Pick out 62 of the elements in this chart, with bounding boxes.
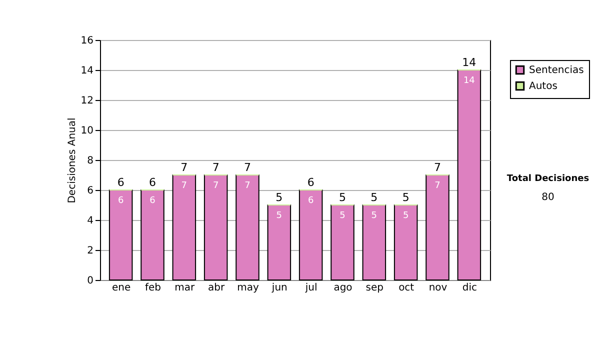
x-tick-label: oct: [398, 282, 414, 294]
y-axis-title: Decisiones Anual: [66, 118, 78, 204]
data-label: 6: [308, 196, 314, 206]
total-label: 6: [307, 176, 314, 189]
y-tick-label: 0: [87, 276, 94, 286]
total-label: 7: [244, 161, 251, 174]
data-label: 6: [118, 196, 124, 206]
y-tick-label: 10: [80, 126, 94, 136]
bar: [394, 204, 418, 280]
x-tick-label: may: [237, 282, 259, 294]
bar: [457, 70, 482, 280]
x-tick-label: nov: [428, 282, 448, 294]
y-tick-label: 4: [87, 216, 94, 226]
bar: [108, 190, 133, 280]
y-tick-label: 16: [80, 36, 94, 46]
data-label: 7: [244, 181, 250, 191]
total-label: 5: [276, 191, 283, 204]
data-label: 14: [463, 76, 476, 86]
data-label: 7: [212, 181, 219, 191]
y-tick-label: 6: [87, 186, 94, 196]
bar: [362, 204, 386, 280]
bar: [267, 204, 292, 280]
total-label: 5: [339, 191, 346, 204]
data-label: 5: [402, 211, 409, 221]
data-label: 7: [181, 181, 188, 191]
total-label: 7: [180, 161, 188, 174]
x-tick-label: ene: [112, 282, 131, 294]
y-tick-label: 14: [80, 66, 94, 76]
x-tick-label: mar: [174, 282, 196, 294]
x-tick-label: jun: [270, 282, 288, 294]
x-tick-label: feb: [144, 282, 162, 294]
y-tick-label: 8: [87, 156, 94, 166]
total-label: 7: [434, 161, 441, 174]
data-label: 5: [371, 211, 378, 221]
total-label: 6: [117, 176, 124, 189]
bar: [204, 174, 228, 280]
total-label: 14: [462, 56, 476, 69]
legend-label: Sentencias: [529, 65, 584, 76]
x-tick-label: sep: [366, 282, 384, 294]
total-label: 6: [149, 176, 156, 189]
y-tick-label: 12: [80, 96, 94, 106]
x-tick-label: abr: [208, 282, 226, 294]
x-tick-label: dic: [462, 282, 477, 294]
bar: [426, 174, 450, 280]
data-label: 7: [434, 181, 440, 191]
bar: [236, 174, 260, 280]
data-label: 6: [150, 196, 156, 206]
total-label: 5: [370, 191, 378, 204]
y-tick-label: 2: [87, 246, 94, 256]
bar: [298, 190, 323, 280]
total-label: 5: [402, 191, 410, 204]
data-label: 5: [340, 211, 346, 221]
bar: [172, 174, 196, 280]
text: 80: [542, 192, 554, 203]
legend-label: Autos: [529, 81, 558, 92]
text: Total Decisiones: [506, 174, 590, 184]
data-label: 5: [276, 211, 282, 221]
x-tick-label: jul: [304, 282, 318, 294]
bar: [330, 204, 354, 280]
bar: [140, 190, 164, 280]
x-tick-label: ago: [334, 282, 352, 294]
total-label: 7: [212, 161, 220, 174]
